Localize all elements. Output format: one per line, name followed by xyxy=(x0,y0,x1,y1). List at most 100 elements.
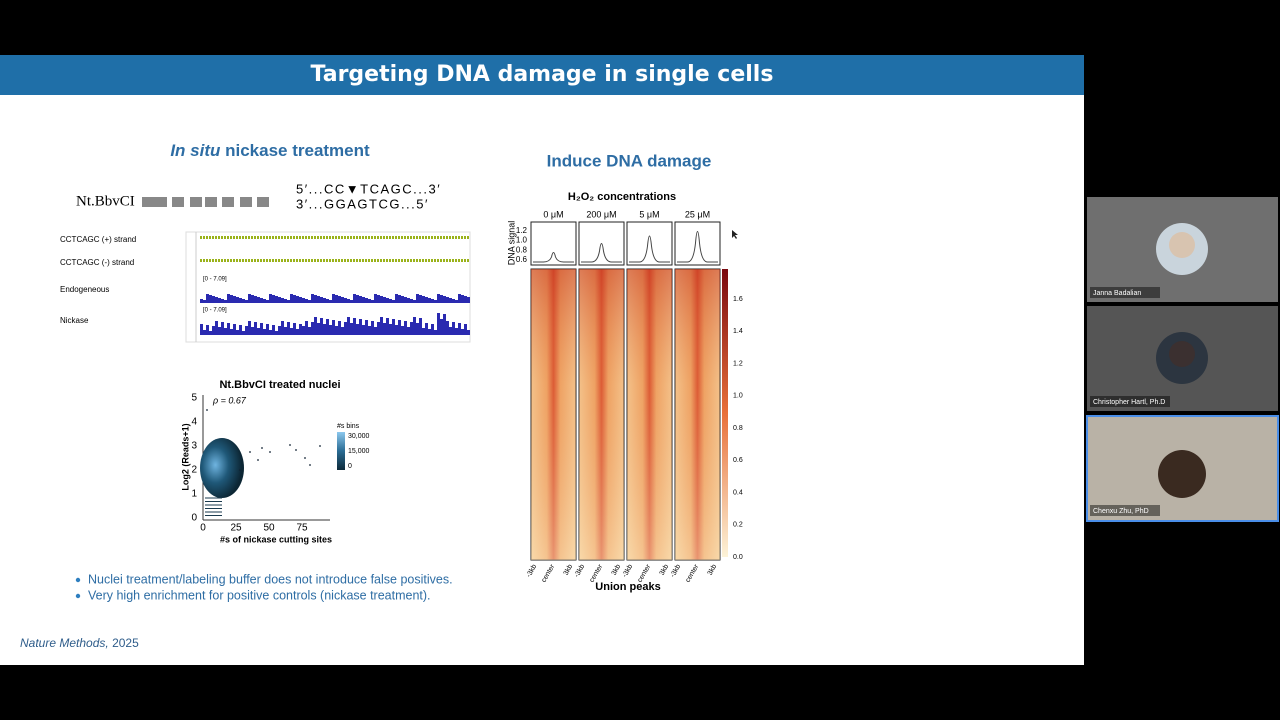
site-tick xyxy=(248,236,250,239)
signal-bar xyxy=(293,295,296,303)
signal-bar xyxy=(215,297,218,303)
signal-bar xyxy=(332,294,335,303)
signal-bar xyxy=(356,324,359,335)
site-tick xyxy=(203,236,205,239)
signal-bar xyxy=(335,295,338,303)
signal-bar xyxy=(401,326,404,335)
scatter-dot xyxy=(257,459,259,461)
signal-bar xyxy=(218,298,221,303)
signal-bar xyxy=(368,299,371,303)
site-tick xyxy=(386,236,388,239)
site-tick xyxy=(413,259,415,262)
site-tick xyxy=(389,259,391,262)
site-tick xyxy=(455,259,457,262)
site-tick xyxy=(218,259,220,262)
citation: Nature Methods, 2025 xyxy=(20,636,139,650)
site-tick xyxy=(224,236,226,239)
enzyme-icon xyxy=(222,197,234,207)
signal-bar xyxy=(269,330,272,335)
signal-bar xyxy=(242,331,245,335)
profile-curve xyxy=(581,243,622,263)
signal-bar xyxy=(326,319,329,335)
profile-box xyxy=(530,221,577,266)
x-tick-label: 0 xyxy=(200,523,206,534)
profile-tick: 0.6 xyxy=(516,255,528,264)
site-tick xyxy=(209,236,211,239)
profile-tick: 1.2 xyxy=(516,226,528,235)
signal-bar xyxy=(245,326,248,335)
participant-name: Chenxu Zhu, PhD xyxy=(1093,508,1149,515)
site-tick xyxy=(326,259,328,262)
site-tick xyxy=(395,236,397,239)
signal-bar xyxy=(287,322,290,335)
participant-name: Christopher Hartl, Ph.D xyxy=(1093,399,1165,406)
signal-bar xyxy=(236,330,239,335)
signal-bar xyxy=(371,300,374,303)
y-tick-label: 2 xyxy=(191,465,197,476)
signal-bar xyxy=(254,322,257,335)
site-tick xyxy=(452,236,454,239)
signal-bar xyxy=(209,331,212,335)
site-tick xyxy=(275,259,277,262)
column-label: 25 μM xyxy=(685,209,710,219)
signal-bar xyxy=(305,321,308,335)
track-label: Endogeneous xyxy=(60,285,109,294)
signal-bar xyxy=(260,323,263,335)
signal-bar xyxy=(230,329,233,335)
signal-bar xyxy=(347,299,350,303)
signal-bar xyxy=(392,319,395,335)
site-tick xyxy=(248,259,250,262)
signal-bar xyxy=(422,328,425,335)
site-tick xyxy=(323,259,325,262)
signal-bar xyxy=(386,298,389,303)
colorbar-tick: 0.6 xyxy=(733,457,743,464)
site-tick xyxy=(299,236,301,239)
profile-tick: 0.8 xyxy=(516,245,528,254)
site-tick xyxy=(317,236,319,239)
site-tick xyxy=(236,236,238,239)
signal-bar xyxy=(443,314,446,335)
signal-bar xyxy=(308,300,311,303)
signal-bar xyxy=(353,294,356,303)
column-label: 200 μM xyxy=(586,209,616,219)
site-tick xyxy=(365,259,367,262)
site-tick xyxy=(446,259,448,262)
signal-bar xyxy=(203,330,206,335)
site-tick xyxy=(314,259,316,262)
profile-box xyxy=(674,221,721,266)
scatter-dot xyxy=(289,444,291,446)
site-tick xyxy=(281,236,283,239)
site-tick xyxy=(215,236,217,239)
signal-bar xyxy=(437,313,440,335)
site-tick xyxy=(227,236,229,239)
signal-bar xyxy=(404,321,407,335)
site-tick xyxy=(239,259,241,262)
signal-bar xyxy=(383,297,386,303)
signal-bar xyxy=(374,294,377,303)
signal-bar xyxy=(416,323,419,335)
signal-bar xyxy=(275,296,278,303)
site-tick xyxy=(215,259,217,262)
site-tick xyxy=(251,236,253,239)
site-tick xyxy=(383,236,385,239)
signal-bar xyxy=(230,295,233,303)
signal-bar xyxy=(443,296,446,303)
citation-journal: Nature Methods, xyxy=(20,636,109,650)
site-tick xyxy=(458,236,460,239)
signal-bar xyxy=(236,297,239,303)
site-tick xyxy=(320,236,322,239)
x-tick-label: 50 xyxy=(263,523,275,534)
site-tick xyxy=(383,259,385,262)
signal-bar xyxy=(368,326,371,335)
signal-bar xyxy=(377,322,380,335)
signal-bar xyxy=(446,321,449,335)
signal-bar xyxy=(449,327,452,335)
site-tick xyxy=(305,259,307,262)
signal-bar xyxy=(200,299,203,303)
signal-bar xyxy=(341,327,344,335)
signal-bar xyxy=(383,323,386,335)
signal-bar xyxy=(206,294,209,303)
signal-bar xyxy=(338,296,341,303)
signal-bar xyxy=(464,296,467,303)
site-tick xyxy=(266,236,268,239)
